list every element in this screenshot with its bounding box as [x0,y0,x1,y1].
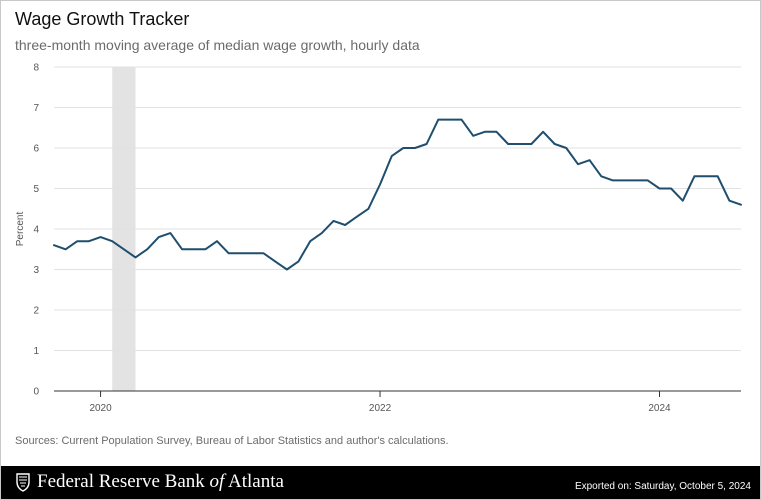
y-tick-label: 5 [33,184,39,195]
y-tick-label: 2 [33,306,39,317]
series-line-wage-growth [53,118,742,271]
bank-name: Federal Reserve Bank [37,471,210,492]
export-date: Exported on: Saturday, October 5, 2024 [574,481,751,492]
y-tick-label: 4 [33,225,39,236]
y-tick-label: 8 [33,63,39,74]
x-tick-label: 2022 [369,403,392,414]
y-axis-title: Percent [15,212,26,247]
y-tick-label: 7 [33,103,39,114]
bank-name-of: of [209,471,225,492]
bank-city: Atlanta [224,471,284,492]
y-tick-label: 3 [33,265,39,276]
x-tick-label: 2024 [648,403,671,414]
y-tick-label: 0 [33,387,39,398]
y-tick-label: 1 [33,346,39,357]
y-tick-label: 6 [33,144,39,155]
x-tick-label: 2020 [89,403,112,414]
eagle-seal-icon [16,473,30,492]
chart-subtitle: three-month moving average of median wag… [15,37,420,53]
footer-bar: Federal Reserve Bank of Atlanta Exported… [1,466,760,499]
source-note: Sources: Current Population Survey, Bure… [15,435,449,447]
chart-title: Wage Growth Tracker [15,9,190,29]
line-chart: 0 1 2 3 4 5 6 7 8 2020 2022 2024 Percent [15,63,742,414]
bank-logo-text: Federal Reserve Bank of Atlanta [37,471,284,493]
